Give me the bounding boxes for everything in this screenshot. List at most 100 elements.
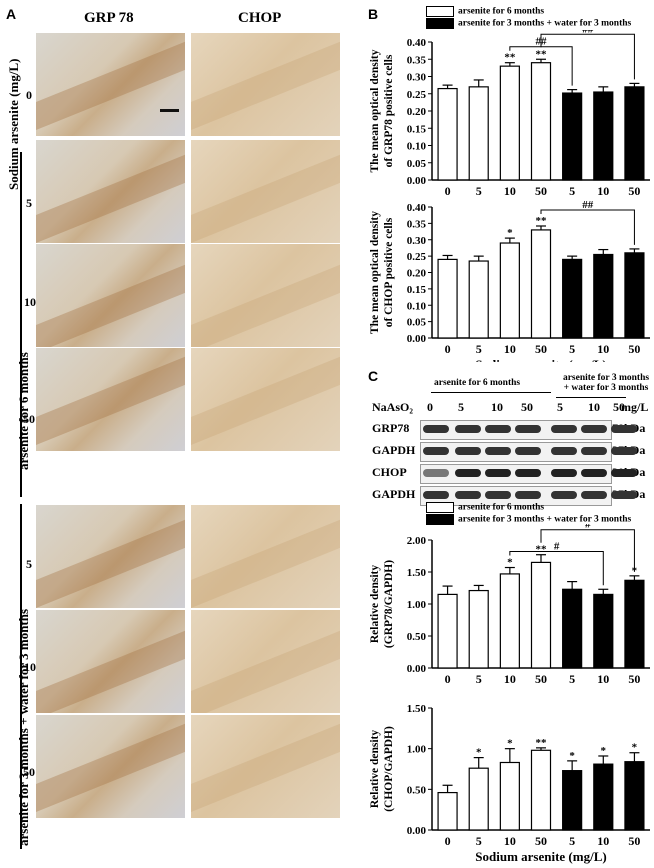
cell-layer-band xyxy=(191,147,340,243)
panel-label-c: C xyxy=(368,368,379,384)
wb-band xyxy=(611,447,637,455)
bar xyxy=(499,573,520,669)
cell-layer-band xyxy=(191,716,340,818)
x-tick-label: 5 xyxy=(476,184,482,198)
wb-band xyxy=(581,469,607,477)
grp78-micrograph xyxy=(36,505,185,608)
wb-band xyxy=(611,491,637,499)
y-tick-label: 0.20 xyxy=(407,106,427,118)
chop-micrograph xyxy=(191,715,340,818)
legend-open: arsenite for 6 months xyxy=(426,6,544,17)
comparison-bracket xyxy=(540,33,635,80)
legend-filled-label: arsenite for 3 months + water for 3 mont… xyxy=(458,514,632,525)
y-tick-label: 1.50 xyxy=(407,567,427,579)
cell-layer-band xyxy=(36,147,185,243)
wb-dose-label: 50 xyxy=(613,400,625,414)
wb-band xyxy=(515,425,541,433)
chop-micrograph xyxy=(191,610,340,713)
wb-dose-label: 5 xyxy=(458,400,464,414)
y-tick-label: 0.50 xyxy=(407,784,427,796)
legend-filled-label: arsenite for 3 months + water for 3 mont… xyxy=(458,18,632,29)
wb-blot-strip xyxy=(420,442,637,462)
comparison-mark: ## xyxy=(582,199,594,211)
wb-dose-label: 10 xyxy=(491,400,503,414)
y-tick-label: 0.10 xyxy=(407,300,427,312)
bar xyxy=(593,253,614,339)
bar xyxy=(562,588,583,669)
bar xyxy=(499,761,520,831)
y-tick-label: 0.15 xyxy=(407,123,427,135)
group-bracket-recovery xyxy=(20,504,22,849)
chart-chop-ihc: 0.00 0.05 0.10 0.15 0.20 0.25 0.30 0.35 0.40 The … xyxy=(369,199,650,362)
comparison-bracket xyxy=(540,209,635,245)
y-axis-label: The mean optical density xyxy=(369,49,381,172)
bar xyxy=(530,229,552,339)
grp78-micrograph xyxy=(36,715,185,818)
x-tick-label: 10 xyxy=(597,834,609,848)
chart-chop-wb: 0.00 0.50 1.00 1.50 Relative density (CHOP/GA… xyxy=(369,703,650,864)
wb-dose-label: 10 xyxy=(588,400,600,414)
x-tick-label: 10 xyxy=(504,342,516,356)
bar xyxy=(437,87,458,181)
comparison-mark: # xyxy=(554,541,560,553)
wb-group-filled-line2: + water for 3 months xyxy=(563,383,649,393)
y-tick-label: 0.00 xyxy=(407,663,427,675)
y-tick-label: 0.35 xyxy=(407,54,427,66)
cell-layer-band xyxy=(36,34,185,136)
x-tick-label: 5 xyxy=(569,342,575,356)
wb-band xyxy=(581,491,607,499)
wb-band xyxy=(485,447,511,455)
significance-mark: ** xyxy=(504,52,516,64)
significance-mark: * xyxy=(507,227,513,239)
legend-swatch-open xyxy=(426,502,454,513)
comparison-mark: # xyxy=(585,524,591,531)
significance-mark: ** xyxy=(536,737,548,749)
x-tick-label: 50 xyxy=(628,184,640,198)
bar xyxy=(437,258,458,339)
scale-bar xyxy=(160,109,179,112)
bar xyxy=(562,770,583,831)
bar xyxy=(562,258,583,339)
bar xyxy=(530,749,552,831)
wb-band xyxy=(455,469,481,477)
wb-band xyxy=(515,447,541,455)
x-tick-label: 10 xyxy=(504,184,516,198)
wb-row-label: CHOP xyxy=(372,465,407,479)
significance-mark: * xyxy=(507,557,513,569)
y-tick-label: 0.35 xyxy=(407,218,427,230)
chop-micrograph xyxy=(191,348,340,451)
cell-layer-band xyxy=(36,349,185,451)
bar xyxy=(593,763,614,831)
group-bracket-six-months xyxy=(20,152,22,497)
wb-blot-strip xyxy=(420,486,637,506)
bar xyxy=(593,593,614,669)
wb-band xyxy=(515,469,541,477)
legend-open-label: arsenite for 6 months xyxy=(458,502,545,513)
cell-layer-band xyxy=(36,512,185,608)
x-tick-label: 10 xyxy=(597,184,609,198)
bar xyxy=(562,92,583,181)
dose-label: 5 xyxy=(26,557,32,571)
bar xyxy=(468,767,489,831)
grp78-micrograph xyxy=(36,610,185,713)
cell-layer-band xyxy=(191,512,340,608)
significance-mark: * xyxy=(507,738,513,750)
x-tick-label: 50 xyxy=(535,834,547,848)
bar xyxy=(468,589,489,669)
comparison-bracket xyxy=(540,529,635,572)
bar xyxy=(530,62,552,181)
dose-label: 10 xyxy=(24,295,36,309)
grp78-micrograph xyxy=(36,244,185,347)
x-tick-label: 5 xyxy=(476,834,482,848)
y-axis-label: (CHOP/GAPDH) xyxy=(383,726,395,812)
wb-band xyxy=(423,425,449,433)
x-tick-label: 10 xyxy=(504,672,516,684)
wb-band xyxy=(611,469,637,477)
bar xyxy=(624,252,645,339)
x-tick-label: 5 xyxy=(569,672,575,684)
wb-band xyxy=(581,425,607,433)
wb-band xyxy=(455,425,481,433)
y-tick-label: 0.30 xyxy=(407,235,427,247)
cell-layer-band xyxy=(191,257,340,347)
y-tick-label: 0.10 xyxy=(407,141,427,153)
